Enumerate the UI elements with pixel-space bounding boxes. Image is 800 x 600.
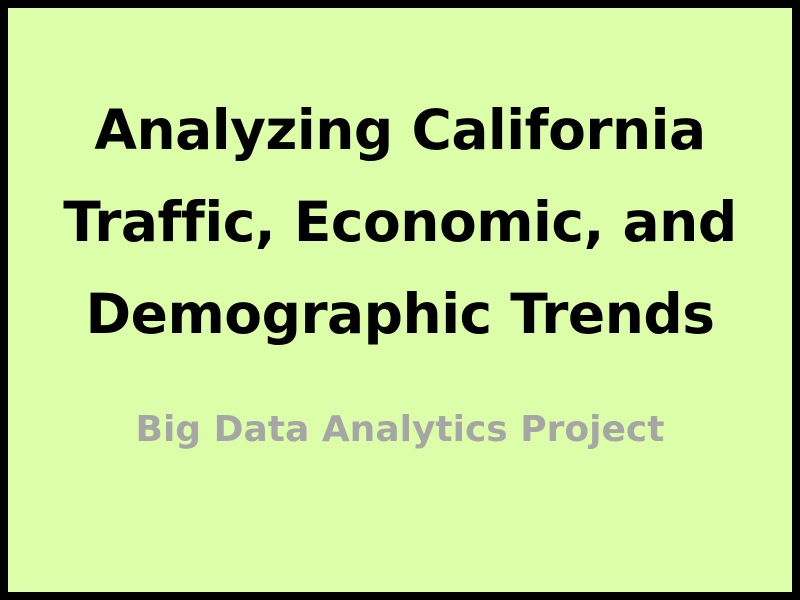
title-slide: Analyzing California Traffic, Economic, … <box>8 8 792 592</box>
slide-title-line-1: Analyzing California <box>94 98 706 162</box>
slide-title-line-3: Demographic Trends <box>85 282 715 346</box>
slide-title: Analyzing California Traffic, Economic, … <box>8 84 792 360</box>
slide-subtitle: Big Data Analytics Project <box>135 409 665 450</box>
slide-title-line-2: Traffic, Economic, and <box>63 190 737 254</box>
